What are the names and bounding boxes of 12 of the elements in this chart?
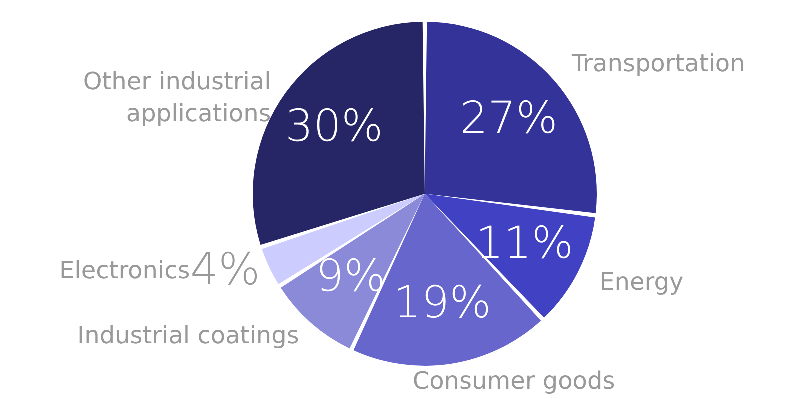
slice-label: Electronics bbox=[60, 256, 190, 284]
data-label: 19% bbox=[394, 278, 492, 329]
slice-label: Energy bbox=[600, 268, 684, 296]
slice-label: Industrial coatings bbox=[78, 322, 300, 350]
slice-label: Transportation bbox=[571, 49, 746, 78]
data-label: 4% bbox=[190, 244, 260, 296]
data-label: 30% bbox=[285, 101, 384, 152]
slice-label: Consumer goods bbox=[412, 366, 616, 395]
slice-label: Other industrial applications bbox=[83, 67, 272, 128]
data-label: 9% bbox=[316, 251, 386, 302]
data-label: 27% bbox=[460, 92, 558, 144]
data-label: 11% bbox=[476, 218, 574, 269]
